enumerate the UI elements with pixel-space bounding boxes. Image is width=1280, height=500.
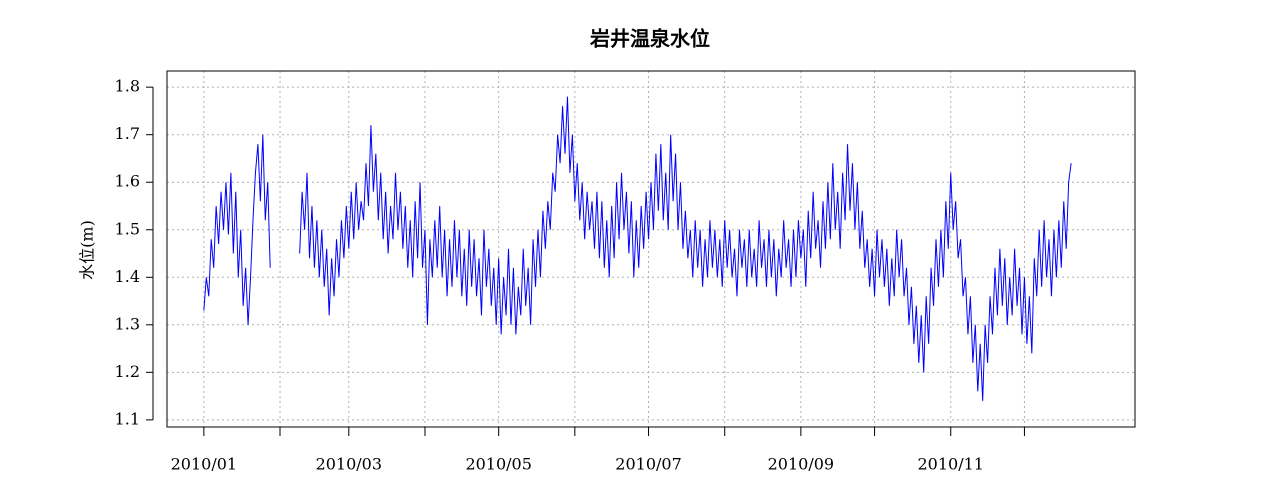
x-tick-label: 2010/09 <box>768 455 834 474</box>
y-tick-label: 1.1 <box>115 409 140 428</box>
plot-frame <box>166 70 1136 428</box>
y-tick-label: 1.8 <box>115 77 140 96</box>
y-tick-label: 1.5 <box>115 219 140 238</box>
x-tick-label: 2010/01 <box>171 455 237 474</box>
y-tick-label: 1.2 <box>115 362 140 381</box>
y-tick-label: 1.3 <box>115 314 140 333</box>
y-axis-label: 水位(m) <box>78 220 97 280</box>
data-line <box>299 96 1072 401</box>
x-tick-label: 2010/05 <box>465 455 531 474</box>
y-tick-label: 1.6 <box>115 172 140 191</box>
y-tick-label: 1.7 <box>115 124 140 143</box>
x-tick-label: 2010/07 <box>615 455 681 474</box>
data-line <box>203 134 271 325</box>
x-tick-label: 2010/03 <box>316 455 382 474</box>
y-tick-label: 1.4 <box>115 267 140 286</box>
x-tick-label: 2010/11 <box>918 455 984 474</box>
chart-title: 岩井温泉水位 <box>589 27 710 51</box>
